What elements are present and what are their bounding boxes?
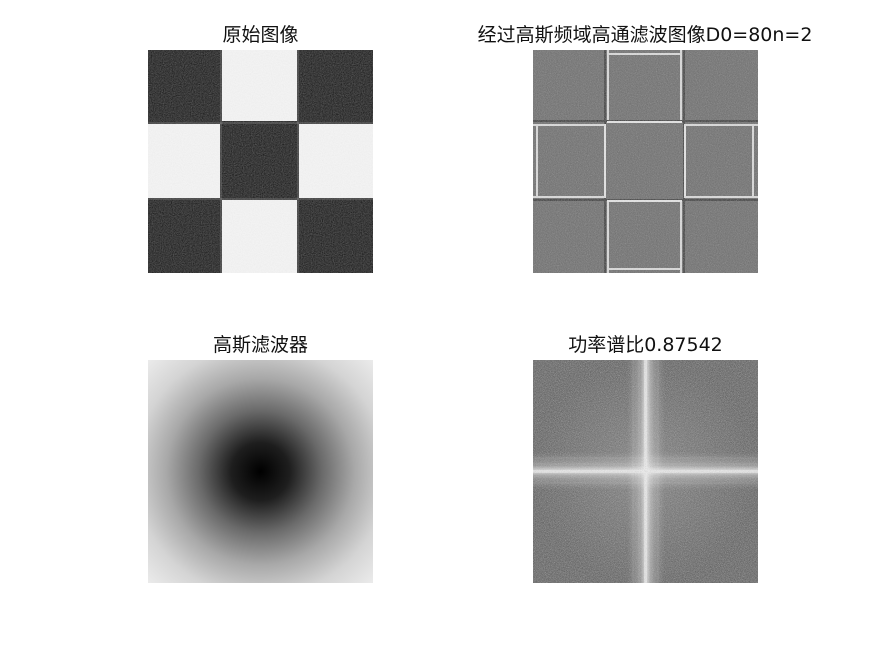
- power-spectrum-cross-image: [533, 360, 758, 583]
- original-image-axes: [148, 50, 373, 273]
- highpass-image-title: 经过高斯频域高通滤波图像D0=80n=2: [477, 24, 813, 46]
- gaussian-radial-gradient-image: [148, 360, 373, 583]
- gaussian-filter-title: 高斯滤波器: [212, 334, 308, 356]
- checkerboard-image: [148, 50, 373, 273]
- power-spectrum-title: 功率谱比0.87542: [568, 334, 723, 356]
- original-image-title: 原始图像: [222, 24, 299, 46]
- edge-enhanced-checkerboard-image: [533, 50, 758, 273]
- power-spectrum-axes: [533, 360, 758, 583]
- highpass-image-axes: [533, 50, 758, 273]
- gaussian-filter-axes: [148, 360, 373, 583]
